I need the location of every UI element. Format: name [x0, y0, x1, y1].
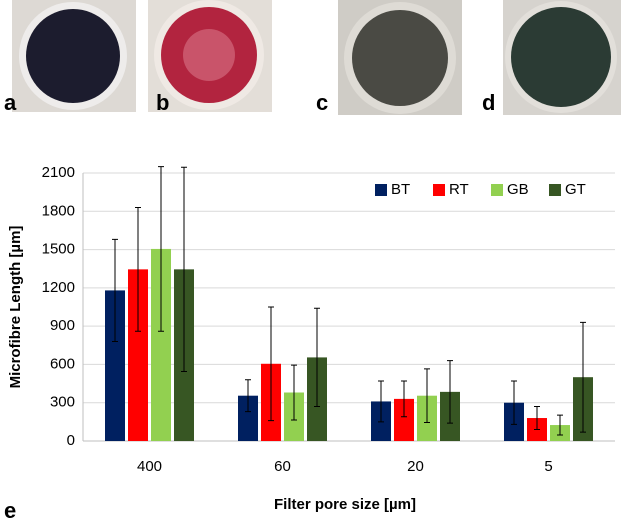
- legend-swatch: [433, 184, 445, 196]
- x-tick-label: 400: [137, 458, 162, 475]
- y-tick-label: 300: [50, 394, 75, 411]
- error-bar: [447, 360, 453, 424]
- error-bar: [580, 321, 586, 433]
- y-tick-label: 900: [50, 317, 75, 334]
- legend-swatch: [491, 184, 503, 196]
- panel-label: c: [316, 90, 328, 115]
- panel-label: b: [156, 90, 169, 115]
- error-bar: [268, 306, 274, 422]
- bar: [394, 398, 414, 441]
- panel-label: d: [482, 90, 495, 115]
- x-tick-label: 60: [274, 458, 291, 475]
- error-bar: [245, 379, 251, 413]
- error-bar: [557, 414, 563, 436]
- legend-swatch: [549, 184, 561, 196]
- y-tick-label: 1200: [42, 279, 75, 296]
- y-tick-label: 600: [50, 355, 75, 372]
- y-tick-label: 2100: [42, 164, 75, 181]
- legend-label: GB: [507, 181, 529, 198]
- panel-label: a: [4, 90, 17, 115]
- sample: [26, 9, 120, 103]
- error-bar: [135, 206, 141, 332]
- y-axis-title: Microfibre Length [µm]: [7, 226, 24, 389]
- bar: [151, 248, 171, 441]
- legend-label: RT: [449, 181, 469, 198]
- bar: [128, 269, 148, 441]
- error-bar: [511, 380, 517, 425]
- legend-label: GT: [565, 181, 586, 198]
- error-bar: [424, 368, 430, 423]
- x-tick-label: 20: [407, 458, 424, 475]
- panel-label: e: [4, 498, 16, 521]
- error-bar: [401, 380, 407, 418]
- error-bar: [291, 364, 297, 421]
- x-tick-label: 5: [544, 458, 552, 475]
- error-bar: [112, 238, 118, 342]
- error-bar: [158, 166, 164, 332]
- x-axis-title: Filter pore size [µm]: [274, 496, 416, 513]
- error-bar: [534, 406, 540, 431]
- y-tick-label: 1500: [42, 241, 75, 258]
- error-bar: [378, 380, 384, 423]
- error-bar: [314, 307, 320, 408]
- bar: [105, 290, 125, 441]
- bar: [238, 395, 258, 441]
- sample: [511, 7, 611, 107]
- y-tick-label: 0: [67, 432, 75, 449]
- legend-label: BT: [391, 181, 410, 198]
- y-tick-label: 1800: [42, 202, 75, 219]
- error-bar: [181, 166, 187, 372]
- legend-swatch: [375, 184, 387, 196]
- sample: [352, 10, 448, 106]
- sample-center: [183, 29, 235, 81]
